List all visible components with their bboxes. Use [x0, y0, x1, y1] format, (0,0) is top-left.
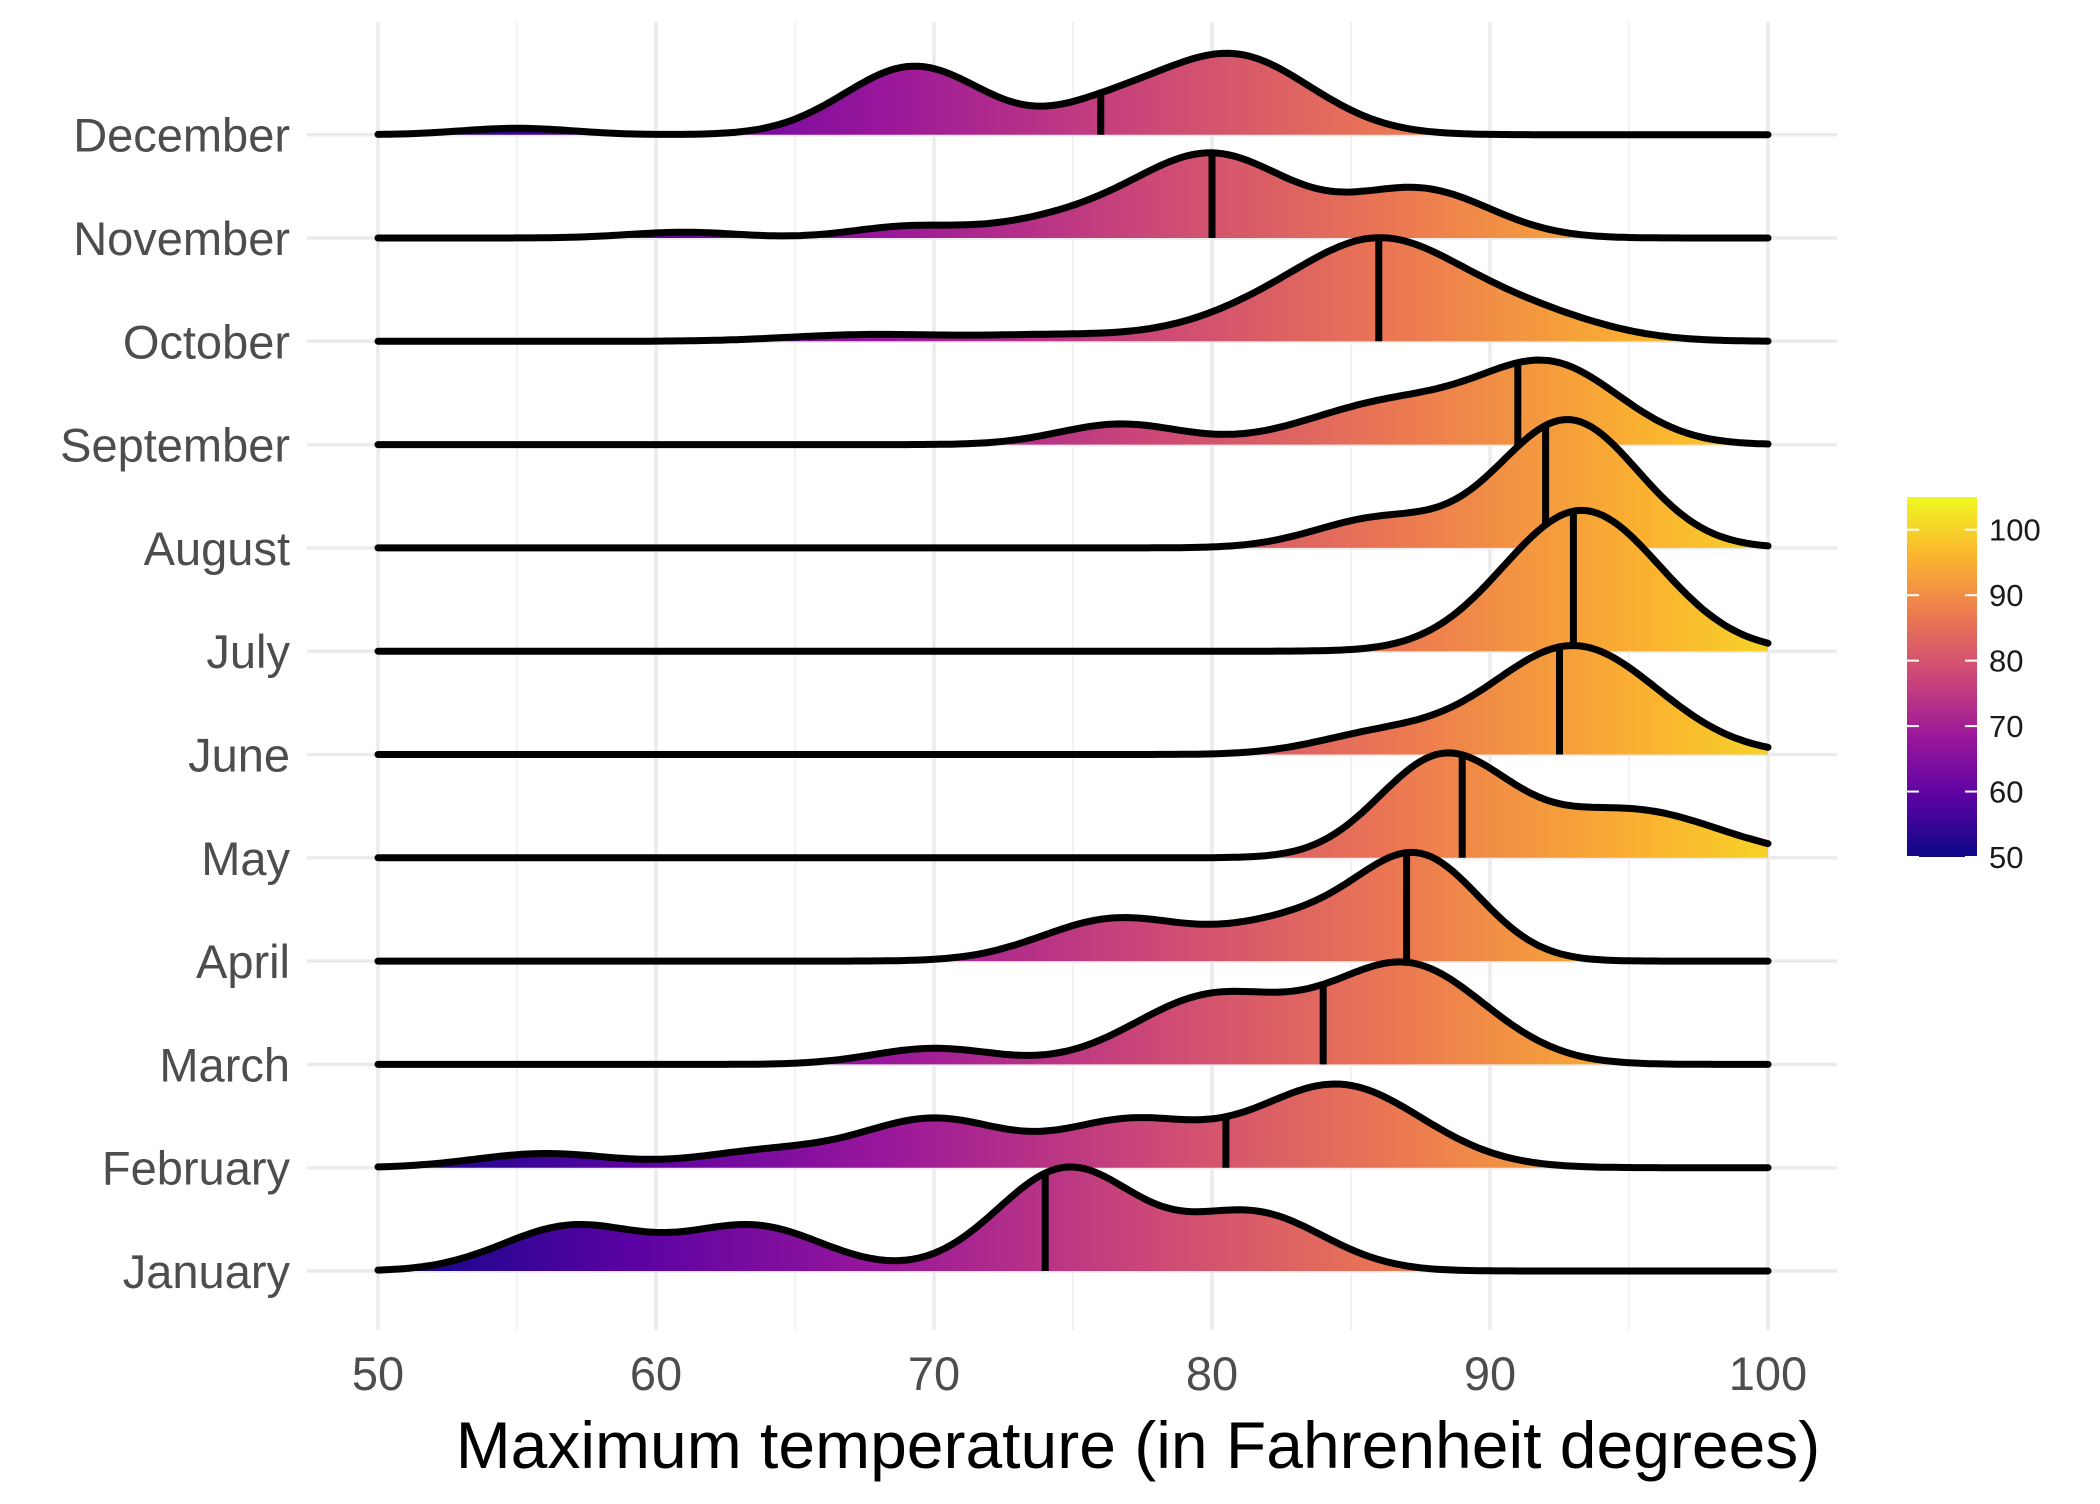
x-tick-label: 80	[1186, 1347, 1238, 1400]
ridge-fill	[378, 852, 1768, 962]
ridges	[374, 49, 1772, 1275]
x-tick-label: 100	[1729, 1347, 1807, 1400]
ridge-fill	[378, 752, 1768, 858]
legend-tick-label: 70	[1989, 709, 2023, 744]
ridge-outline	[374, 416, 1772, 552]
month-label: January	[123, 1245, 291, 1298]
month-label: March	[159, 1038, 290, 1091]
month-label: February	[102, 1142, 291, 1195]
month-label: October	[123, 315, 290, 368]
ridge-outline	[374, 149, 1772, 242]
ridge-fill	[378, 1084, 1768, 1168]
ridge-april	[374, 848, 1772, 965]
ridge-fill	[378, 961, 1768, 1065]
ridge-july	[374, 506, 1772, 655]
month-label: August	[144, 522, 290, 575]
ridge-outline	[374, 234, 1772, 345]
legend-colorbar	[1907, 497, 1977, 857]
ridge-march	[374, 958, 1772, 1068]
ridge-outline	[374, 356, 1772, 449]
ridge-february	[374, 1080, 1772, 1172]
ridge-fill	[378, 53, 1768, 135]
x-tick-label: 70	[908, 1347, 960, 1400]
ridge-outline	[374, 642, 1772, 758]
legend-tick-label: 80	[1989, 644, 2023, 679]
ridge-may	[374, 749, 1772, 862]
ridge-outline	[374, 506, 1772, 655]
ridge-outline	[374, 958, 1772, 1068]
x-tick-label: 50	[352, 1347, 404, 1400]
ridge-outline	[374, 749, 1772, 862]
ridge-outline	[374, 49, 1772, 139]
ridge-december	[374, 49, 1772, 139]
month-label: May	[201, 832, 290, 885]
x-axis-title: Maximum temperature (in Fahrenheit degre…	[456, 1408, 1821, 1482]
month-label: June	[188, 729, 290, 782]
x-tick-label: 90	[1464, 1347, 1516, 1400]
ridge-fill	[378, 152, 1768, 238]
legend-tick-label: 100	[1989, 513, 2041, 548]
ridge-fill	[378, 1167, 1768, 1271]
ridge-fill	[378, 419, 1768, 548]
ridge-november	[374, 149, 1772, 242]
ridge-fill	[378, 645, 1768, 755]
x-tick-labels: 50 60 70 80 90 100	[352, 1347, 1807, 1400]
ridge-fill	[378, 360, 1768, 445]
x-tick-label: 60	[630, 1347, 682, 1400]
ridge-fill	[378, 237, 1768, 342]
legend-tick-label: 50	[1989, 840, 2023, 875]
month-labels: January February March April May June July Augu…	[60, 109, 290, 1298]
ridge-outline	[374, 1080, 1772, 1172]
month-label: April	[196, 935, 290, 988]
ridge-outline	[374, 848, 1772, 965]
ridge-outline	[374, 1163, 1772, 1275]
ridge-september	[374, 356, 1772, 449]
legend-tick-label: 60	[1989, 775, 2023, 810]
ridge-june	[374, 642, 1772, 758]
month-label: July	[206, 625, 290, 678]
color-legend: 50 60 70 80 90 100	[1907, 497, 2041, 875]
month-label: September	[60, 419, 290, 472]
ridge-january	[374, 1163, 1772, 1275]
legend-tick-label: 90	[1989, 578, 2023, 613]
ridge-october	[374, 234, 1772, 345]
month-label: December	[73, 109, 290, 162]
ridge-fill	[378, 510, 1768, 652]
month-label: November	[73, 212, 290, 265]
